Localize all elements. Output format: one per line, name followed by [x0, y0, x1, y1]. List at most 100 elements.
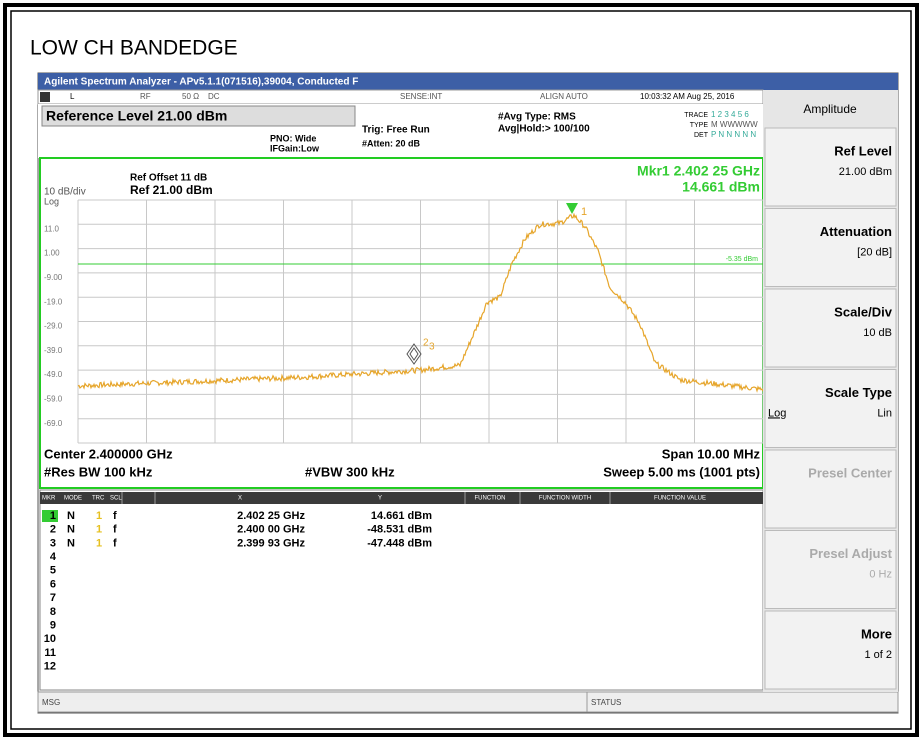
softkey[interactable]	[764, 127, 897, 207]
softkey-value: [20 dB]	[857, 246, 892, 258]
table-header	[40, 492, 763, 504]
softkey[interactable]	[764, 610, 897, 690]
y-label: -59.0	[44, 395, 63, 404]
y-label: 11.0	[44, 224, 60, 233]
table-cell: 1	[50, 510, 56, 522]
indicator	[40, 92, 50, 102]
y-label: -19.0	[44, 297, 63, 306]
softkeys: Ref Level 21.00 dBm Attenuation [20 dB] Scal…	[764, 127, 897, 690]
y-label: -69.0	[44, 419, 63, 428]
table-header-cell: TRC	[92, 496, 105, 502]
table-cell: 1	[96, 537, 102, 549]
table-cell: 5	[50, 565, 56, 577]
table-cell: 2.400 00 GHz	[237, 524, 305, 536]
table-cell: 4	[50, 551, 57, 563]
table-cell: 2.399 93 GHz	[237, 537, 305, 549]
table-cell: 9	[50, 620, 56, 632]
avg-type: #Avg Type: RMS	[498, 112, 576, 123]
y-label: 1.00	[44, 249, 60, 258]
y-label: -9.00	[44, 273, 63, 282]
ref: Ref 21.00 dBm	[130, 183, 213, 197]
softkey[interactable]	[764, 530, 897, 609]
table-header-cell: FUNCTION	[475, 496, 506, 502]
table-cell: 1	[96, 524, 102, 536]
softkey[interactable]	[764, 369, 897, 448]
trig: Trig: Free Run	[362, 125, 430, 136]
softkey-value: 10 dB	[863, 327, 892, 339]
avg-hold: Avg|Hold:> 100/100	[498, 124, 590, 135]
softkey[interactable]	[764, 449, 897, 529]
softkey-value: 0 Hz	[869, 568, 892, 580]
table-cell: -48.531 dBm	[367, 524, 432, 536]
ifgain: IFGain:Low	[270, 143, 320, 153]
table-cell: 10	[44, 633, 56, 645]
marker-1-label: 1	[581, 206, 587, 218]
table-header-cell: MODE	[64, 496, 82, 502]
marker-table	[39, 489, 764, 691]
scale: 10 dB/div	[44, 187, 86, 198]
status-impedance: 50 Ω	[182, 92, 199, 101]
footer-msg: MSG	[42, 698, 60, 707]
det-value: P N N N N N	[711, 130, 756, 139]
marker-2-label: 2	[423, 338, 429, 349]
table-cell: 2	[50, 524, 56, 536]
softkey-label: Scale/Div	[834, 304, 893, 319]
sweep: Sweep 5.00 ms (1001 pts)	[603, 464, 760, 479]
graph-frame	[39, 157, 764, 489]
table-cell: f	[113, 510, 117, 522]
table-cell: 7	[50, 592, 56, 604]
table-header-cell: FUNCTION WIDTH	[539, 496, 591, 502]
table-cell: 11	[44, 647, 56, 659]
page-title: LOW CH BANDEDGE	[30, 37, 238, 60]
y-label: -39.0	[44, 346, 63, 355]
table-cell: f	[113, 537, 117, 549]
y-label: -49.0	[44, 370, 63, 379]
softkey-label: Ref Level	[834, 143, 892, 158]
status-coupling: L	[70, 92, 75, 101]
footer-status: STATUS	[591, 698, 621, 707]
selected-marker	[42, 510, 58, 522]
footer	[37, 691, 899, 713]
table-header-cell: X	[238, 496, 242, 502]
softkey-label: More	[861, 626, 892, 641]
y-label: -29.0	[44, 322, 63, 331]
trace-value: 1 2 3 4 5 6	[711, 110, 749, 119]
table-cell: N	[67, 524, 75, 536]
rbw: #Res BW 100 kHz	[44, 464, 153, 479]
marker-2-icon	[406, 343, 422, 365]
table-cell: 2.402 25 GHz	[237, 510, 305, 522]
type-label: TYPE	[690, 122, 709, 129]
marker-1-icon	[566, 203, 578, 214]
marker-freq: Mkr1 2.402 25 GHz	[637, 163, 760, 179]
softkey[interactable]	[764, 288, 897, 368]
table-cell: -47.448 dBm	[367, 537, 432, 549]
trace-label: TRACE	[684, 112, 708, 119]
pno: PNO: Wide	[270, 133, 316, 143]
softkey-right: Lin	[877, 407, 892, 419]
vbw: #VBW 300 kHz	[305, 464, 395, 479]
table-header-cell: MKR	[42, 496, 56, 502]
title-bar	[38, 73, 898, 90]
status-datetime: 10:03:32 AM Aug 25, 2016	[640, 92, 735, 101]
table-header-cell: Y	[378, 496, 382, 502]
table-body: MKR MODE TRC SCL X Y FUNCTION FUNCTION WIDTH FUN…	[42, 492, 706, 673]
trace	[77, 212, 764, 393]
ref-offset: Ref Offset 11 dB	[130, 173, 207, 184]
display-line-label: -5.35 dBm	[726, 256, 758, 263]
status-sense: SENSE:INT	[400, 92, 442, 101]
marker-3-label: 3	[429, 342, 435, 353]
center: Center 2.400000 GHz	[44, 446, 173, 461]
softkey[interactable]	[764, 208, 897, 287]
inner-frame	[10, 10, 912, 730]
table-header-cell: FUNCTION VALUE	[654, 496, 706, 502]
table-cell: 14.661 dBm	[371, 510, 432, 522]
table-cell: 6	[50, 578, 56, 590]
table-cell: 1	[96, 510, 102, 522]
softkey-value: 1 of 2	[864, 649, 892, 661]
log: Log	[44, 196, 59, 206]
window-title: Agilent Spectrum Analyzer - APv5.1.1(071…	[44, 77, 358, 88]
table-cell: 3	[50, 537, 56, 549]
softkey-label: Presel Adjust	[809, 546, 892, 561]
